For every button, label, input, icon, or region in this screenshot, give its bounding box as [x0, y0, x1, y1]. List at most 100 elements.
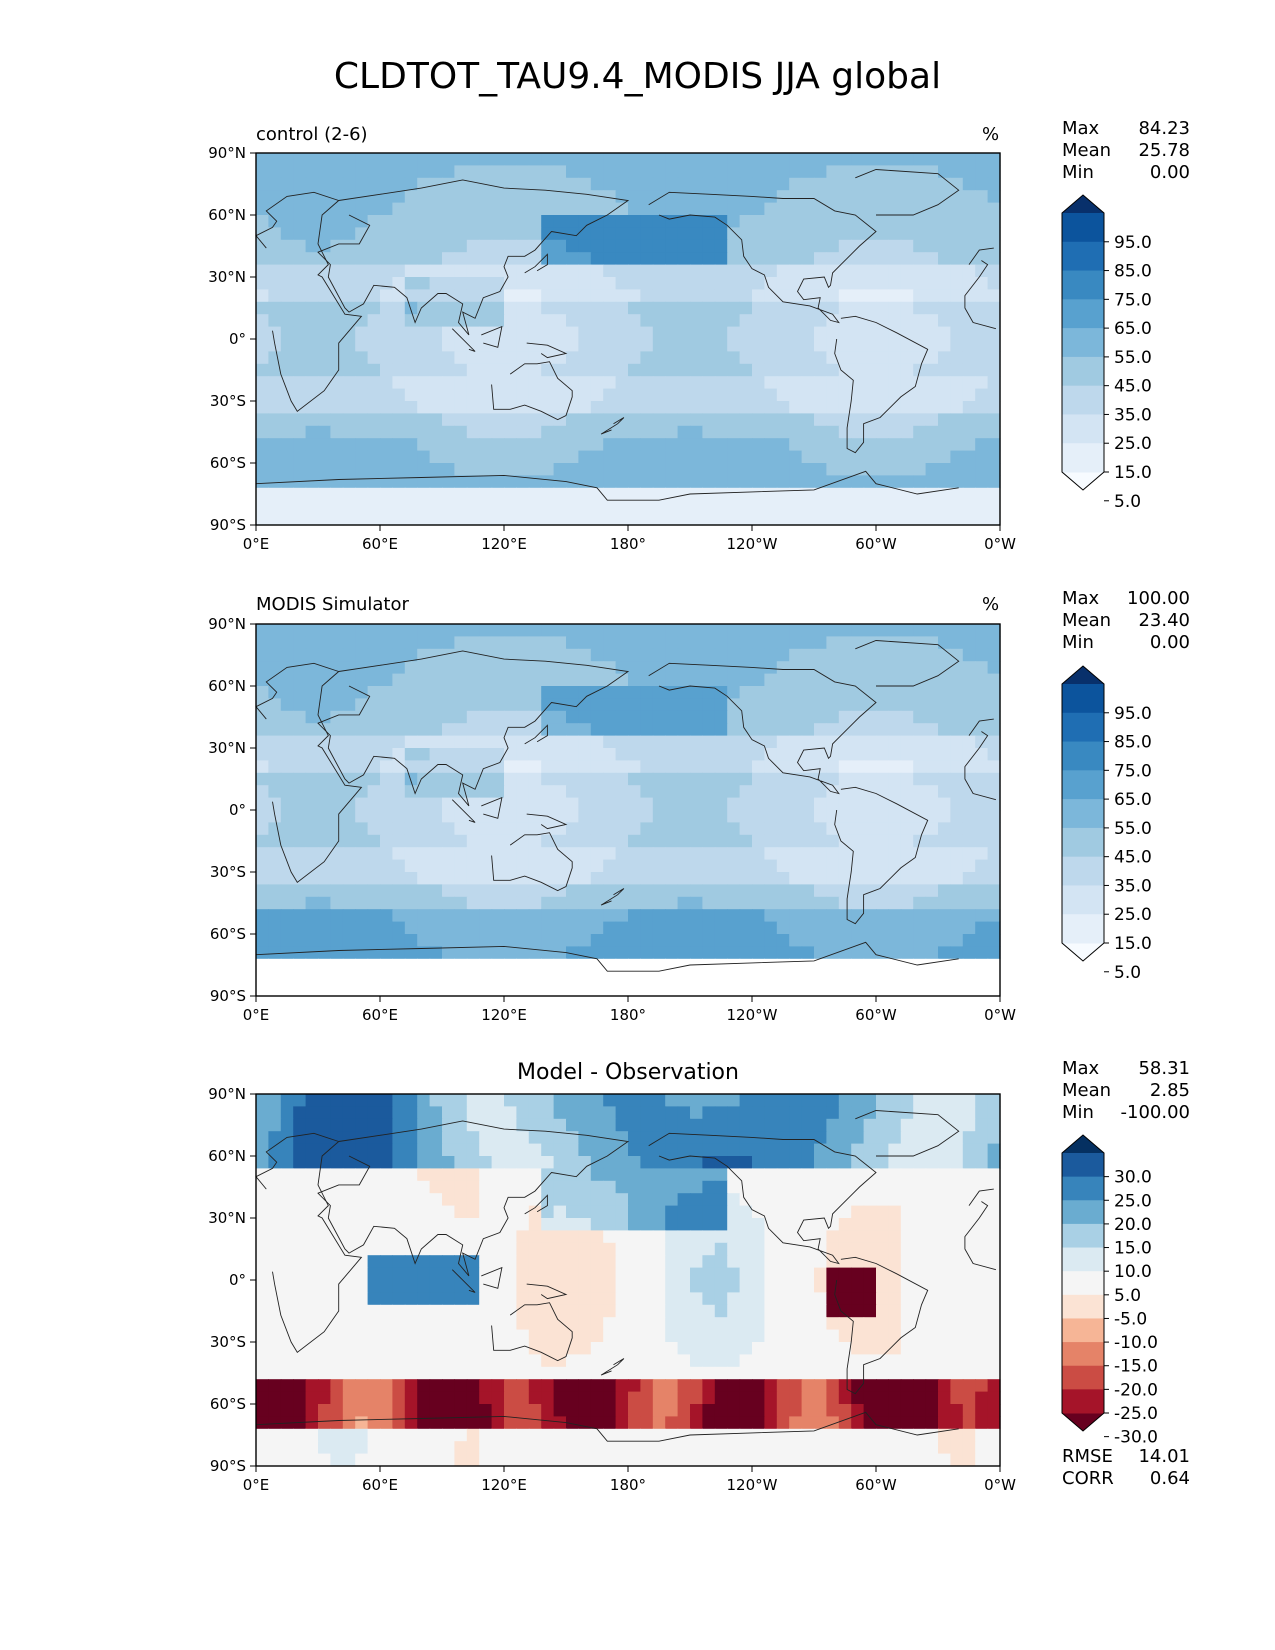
- field-cell: [776, 425, 790, 439]
- field-cell: [628, 339, 641, 352]
- field-cell: [268, 686, 282, 699]
- field-cell: [541, 413, 555, 427]
- field-cell: [888, 450, 902, 464]
- field-cell: [962, 748, 976, 761]
- field-cell: [280, 921, 294, 935]
- field-cell: [628, 177, 641, 191]
- field-cell: [615, 277, 629, 290]
- field-cell: [590, 624, 604, 637]
- field-cell: [628, 190, 641, 204]
- field-cell: [814, 1168, 827, 1182]
- field-cell: [578, 1106, 592, 1120]
- field-cell: [801, 847, 815, 861]
- field-cell: [528, 450, 542, 464]
- field-cell: [888, 648, 902, 662]
- field-cell: [342, 797, 356, 811]
- field-cell: [975, 289, 989, 303]
- field-cell: [442, 921, 455, 935]
- field-cell: [380, 1304, 393, 1318]
- field-cell: [826, 1180, 840, 1194]
- field-cell: [652, 165, 666, 179]
- field-cell: [938, 934, 951, 947]
- field-cell: [727, 1131, 741, 1145]
- field-cell: [826, 1230, 840, 1244]
- field-cell: [479, 438, 493, 452]
- field-cell: [454, 822, 468, 836]
- field-cell: [826, 884, 840, 898]
- field-cell: [491, 227, 505, 241]
- field-cell: [504, 847, 517, 861]
- field-cell: [566, 921, 579, 935]
- field-cell: [640, 165, 654, 179]
- field-cell: [739, 425, 753, 439]
- field-cell: [429, 971, 443, 985]
- field-cell: [739, 698, 753, 712]
- field-cell: [491, 1118, 505, 1132]
- field-cell: [318, 413, 331, 427]
- field-cell: [987, 760, 1001, 774]
- field-cell: [628, 215, 641, 228]
- field-cell: [950, 1218, 964, 1231]
- field-cell: [640, 277, 654, 290]
- field-cell: [429, 264, 443, 278]
- field-cell: [925, 450, 939, 464]
- field-cell: [367, 475, 381, 489]
- field-cell: [727, 1242, 741, 1256]
- field-cell: [640, 934, 654, 947]
- field-cell: [690, 239, 703, 253]
- field-cell: [442, 946, 455, 960]
- field-cell: [330, 1118, 344, 1132]
- field-cell: [404, 760, 418, 774]
- field-cell: [727, 450, 741, 464]
- field-cell: [330, 1094, 344, 1107]
- field-cell: [615, 339, 629, 352]
- field-cell: [665, 363, 679, 377]
- field-cell: [466, 636, 480, 650]
- field-cell: [702, 413, 716, 427]
- field-cell: [962, 450, 976, 464]
- field-cell: [504, 822, 517, 836]
- field-cell: [355, 413, 369, 427]
- field-cell: [690, 971, 703, 985]
- field-cell: [417, 202, 431, 216]
- field-cell: [417, 363, 431, 377]
- field-cell: [851, 822, 865, 836]
- field-cell: [677, 1106, 691, 1120]
- field-cell: [739, 289, 753, 303]
- field-cell: [293, 277, 307, 290]
- field-cell: [987, 1280, 1001, 1293]
- field-cell: [491, 1205, 505, 1219]
- field-cell: [962, 872, 976, 885]
- field-cell: [380, 165, 393, 179]
- field-cell: [987, 884, 1001, 898]
- field-cell: [293, 760, 307, 774]
- field-cell: [578, 772, 592, 786]
- field-cell: [776, 797, 790, 811]
- field-cell: [851, 760, 865, 774]
- field-cell: [677, 934, 691, 947]
- field-cell: [330, 339, 344, 352]
- field-cell: [256, 810, 269, 823]
- field-cell: [876, 958, 889, 972]
- field-cell: [293, 921, 307, 935]
- field-cell: [318, 636, 331, 650]
- field-cell: [280, 1118, 294, 1132]
- field-cell: [739, 1118, 753, 1132]
- field-cell: [652, 971, 666, 985]
- field-cell: [318, 1292, 331, 1306]
- field-cell: [553, 896, 567, 910]
- field-cell: [962, 772, 976, 786]
- field-cell: [640, 884, 654, 898]
- field-cell: [417, 438, 431, 452]
- field-cell: [652, 686, 666, 699]
- field-cell: [950, 661, 964, 675]
- field-cell: [938, 425, 951, 439]
- field-cell: [950, 896, 964, 910]
- field-cell: [355, 1342, 369, 1355]
- field-cell: [888, 710, 902, 724]
- field-cell: [752, 314, 765, 328]
- field-cell: [454, 1118, 468, 1132]
- field-cell: [404, 1329, 418, 1343]
- field-cell: [851, 215, 865, 228]
- field-cell: [640, 1131, 654, 1145]
